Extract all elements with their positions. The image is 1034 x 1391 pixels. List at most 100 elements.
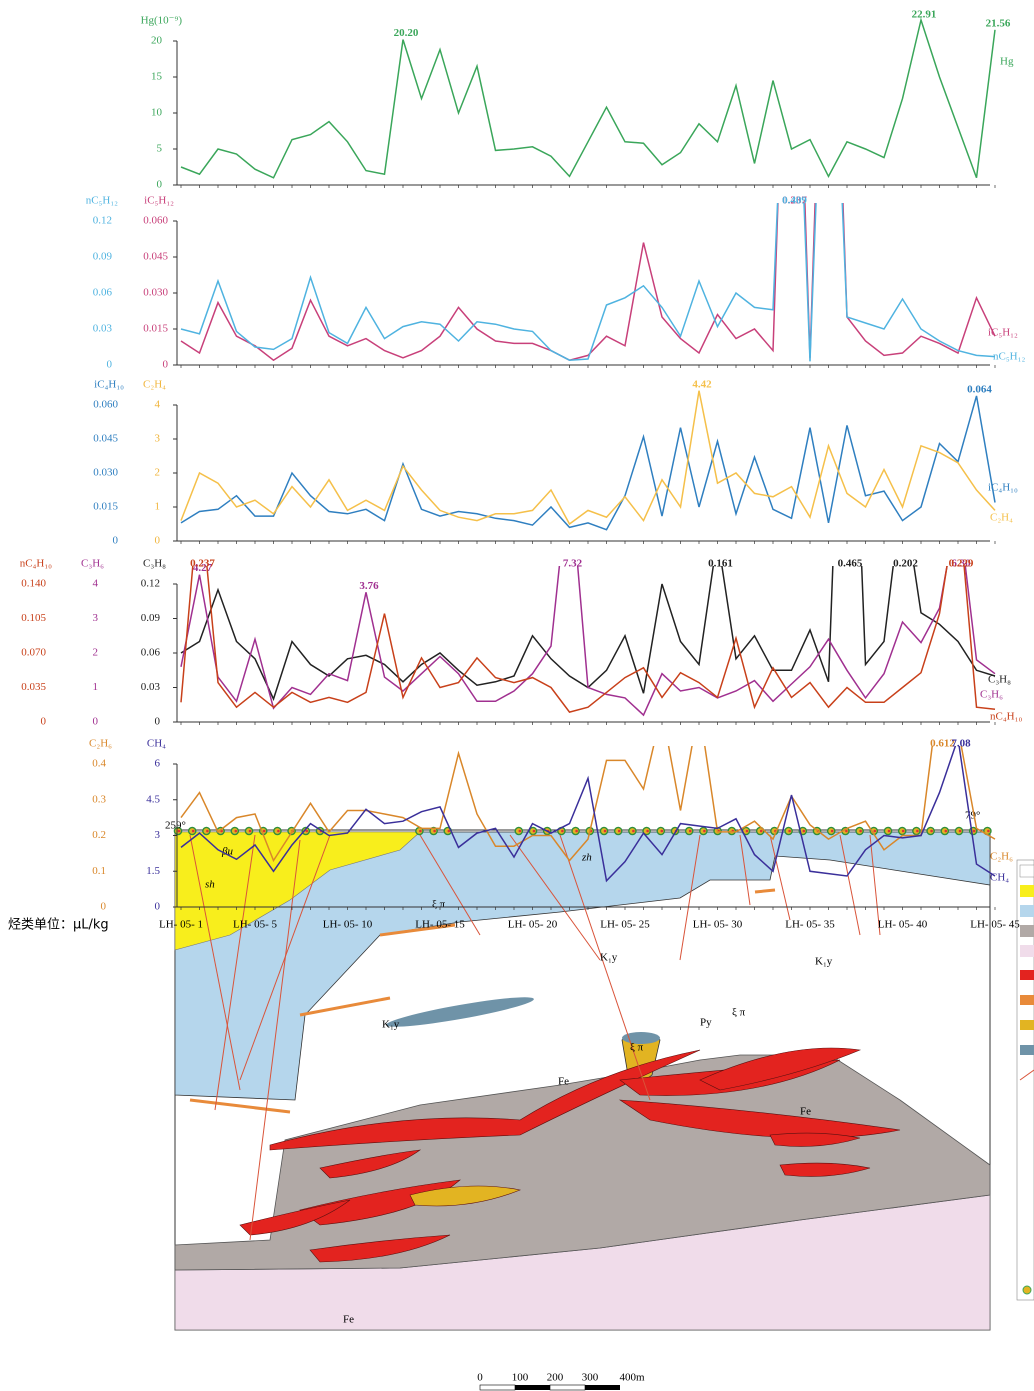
series-line [181, 187, 995, 699]
sample-dot-core [533, 830, 536, 833]
sample-dot-core [874, 830, 877, 833]
y-tick-label: 0.045 [143, 251, 168, 263]
sample-dot-core [831, 830, 834, 833]
y-tick-label: 0.03 [93, 323, 113, 335]
unit-label: zh [581, 852, 592, 864]
sample-dot-core [859, 830, 862, 833]
value-label: 4.42 [692, 379, 712, 391]
y-tick-label: 0.015 [93, 501, 118, 513]
scale-bar: 0 100 200 300 400m [477, 1372, 645, 1390]
unit-label: Fe [343, 1314, 354, 1326]
series-line [181, 20, 995, 178]
legend-swatch [1020, 865, 1034, 877]
figure: 烃类单位：μL/kg [0, 0, 1034, 1391]
y-tick-label: 0 [93, 716, 99, 728]
sample-dot-core [306, 830, 309, 833]
body: {"chart_data": [ {"type": "line", "y_axe… [0, 0, 1034, 1391]
value-label: 20.20 [394, 27, 419, 39]
y-axis-title: C₂H₆ [89, 738, 112, 750]
value-label: 0.409 [782, 195, 807, 207]
y-tick-label: 0 [155, 716, 161, 728]
unit-label: ξ π [732, 1007, 746, 1019]
y-tick-label: 0 [155, 901, 161, 913]
y-tick-label: 0.1 [92, 865, 106, 877]
sample-dot-core [249, 830, 252, 833]
y-axis-title: CH₄ [147, 738, 166, 750]
cross-section: 259° 79° βu sh zh K₁y K₁y K₁y Py ξ π ξ π… [165, 810, 1034, 1330]
y-tick-label: 20 [151, 35, 163, 47]
y-tick-label: 0 [41, 716, 47, 728]
value-label: 22.91 [912, 9, 937, 21]
sample-dot-core [902, 830, 905, 833]
y-axis-title: C₃H₆ [81, 558, 104, 570]
x-tick-label: LH- 05- 10 [323, 919, 373, 931]
value-label: 0.237 [190, 558, 215, 570]
y-tick-label: 4.5 [146, 793, 160, 805]
x-tick-label: LH- 05- 1 [159, 919, 203, 931]
x-tick-label: LH- 05- 45 [970, 919, 1020, 931]
y-tick-label: 0.045 [93, 433, 118, 445]
y-tick-label: 0.070 [21, 647, 46, 659]
sample-dot-core [618, 830, 621, 833]
x-tick-label: LH- 05- 20 [508, 919, 558, 931]
y-axis-title: iC₅H₁₂ [144, 195, 174, 207]
dike [755, 890, 775, 892]
value-label: 3.76 [359, 580, 379, 592]
y-tick-label: 1.5 [146, 865, 160, 877]
unit-label: K₁y [600, 952, 618, 964]
unit-label: Fe [800, 1106, 811, 1118]
y-tick-label: 4 [93, 578, 99, 590]
legend-label: C₂H₆ [990, 851, 1013, 863]
y-tick-label: 0 [101, 901, 107, 913]
section-azimuth: 259° [165, 820, 186, 832]
x-tick-label: LH- 05- 30 [693, 919, 743, 931]
legend-label: C₂H₄ [990, 512, 1013, 524]
y-tick-label: 3 [93, 612, 99, 624]
scale-label: 100 [512, 1372, 529, 1384]
series-line [181, 470, 995, 716]
y-axis-title: Hg(10⁻⁹) [141, 15, 183, 27]
sample-dot-core [192, 830, 195, 833]
sample-dot-core [235, 830, 238, 833]
unit-label: ξ π [630, 1042, 644, 1054]
scale-segment [550, 1385, 585, 1390]
y-tick-label: 10 [151, 107, 163, 119]
sample-dot-core [888, 830, 891, 833]
sample-dot-core [760, 830, 763, 833]
sample-dot-core [632, 830, 635, 833]
sample-dot-core [419, 830, 422, 833]
y-tick-label: 4 [155, 399, 161, 411]
legend-swatch [1020, 925, 1034, 937]
sample-dot-core [604, 830, 607, 833]
legend-swatch [1020, 970, 1034, 980]
sample-dot-core [575, 830, 578, 833]
y-tick-label: 1 [93, 681, 99, 693]
unit-label: K₁y [382, 1019, 400, 1031]
y-tick-label: 2 [155, 467, 161, 479]
value-label: 21.56 [986, 17, 1011, 29]
value-label: 0.161 [708, 558, 733, 570]
y-tick-label: 5 [157, 143, 163, 155]
y-tick-label: 0.12 [93, 215, 112, 227]
series-line [181, 391, 995, 524]
legend-label: iC₄H₁₀ [988, 482, 1018, 494]
y-tick-label: 0.030 [143, 287, 168, 299]
sample-dot-core [945, 830, 948, 833]
unit-label: ξ π [432, 899, 446, 911]
y-tick-label: 0.4 [92, 758, 106, 770]
y-tick-label: 0.035 [21, 681, 46, 693]
y-axis-title: nC₄H₁₀ [20, 558, 52, 570]
y-tick-label: 0 [113, 535, 119, 547]
legend-label: nC₅H₁₂ [993, 351, 1025, 363]
legend-label: nC₄H₁₀ [990, 711, 1022, 723]
legend-label: C₃H₆ [980, 689, 1003, 701]
y-tick-label: 15 [151, 71, 163, 83]
x-tick-label: LH- 05- 40 [878, 919, 928, 931]
sample-dot-core [277, 830, 280, 833]
legend-label: C₃H₈ [988, 674, 1011, 686]
y-tick-label: 0 [163, 359, 169, 371]
legend-label: CH₄ [990, 872, 1009, 884]
sample-dot-core [206, 830, 209, 833]
y-tick-label: 0.015 [143, 323, 168, 335]
legend-swatch [1020, 1045, 1034, 1055]
